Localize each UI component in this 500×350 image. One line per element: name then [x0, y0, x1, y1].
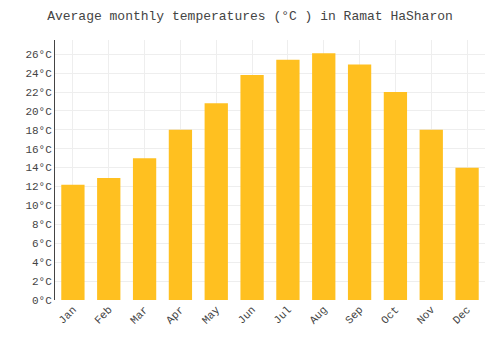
svg-text:Mar: Mar — [128, 304, 150, 326]
svg-text:Jun: Jun — [236, 304, 258, 326]
svg-text:12°C: 12°C — [25, 181, 52, 193]
svg-text:0°C: 0°C — [32, 295, 52, 307]
svg-text:4°C: 4°C — [32, 257, 52, 269]
svg-text:6°C: 6°C — [32, 238, 52, 250]
svg-text:14°C: 14°C — [25, 162, 52, 174]
svg-text:Feb: Feb — [92, 304, 114, 326]
svg-text:24°C: 24°C — [25, 68, 52, 80]
svg-text:Average monthly temperatures (: Average monthly temperatures (°C ) in Ra… — [47, 9, 453, 24]
svg-text:Aug: Aug — [307, 304, 329, 326]
svg-text:18°C: 18°C — [25, 125, 52, 137]
svg-text:Oct: Oct — [379, 304, 401, 326]
svg-text:Jan: Jan — [56, 304, 78, 326]
svg-text:Dec: Dec — [451, 304, 473, 326]
svg-text:26°C: 26°C — [25, 49, 52, 61]
svg-text:22°C: 22°C — [25, 87, 52, 99]
svg-text:2°C: 2°C — [32, 276, 52, 288]
svg-text:8°C: 8°C — [32, 219, 52, 231]
svg-text:Sep: Sep — [343, 304, 365, 326]
svg-text:Nov: Nov — [415, 304, 438, 327]
svg-text:20°C: 20°C — [25, 106, 52, 118]
svg-text:16°C: 16°C — [25, 144, 52, 156]
svg-text:May: May — [200, 304, 223, 327]
svg-text:Apr: Apr — [164, 304, 186, 326]
svg-text:Jul: Jul — [271, 304, 293, 326]
svg-text:10°C: 10°C — [25, 200, 52, 212]
